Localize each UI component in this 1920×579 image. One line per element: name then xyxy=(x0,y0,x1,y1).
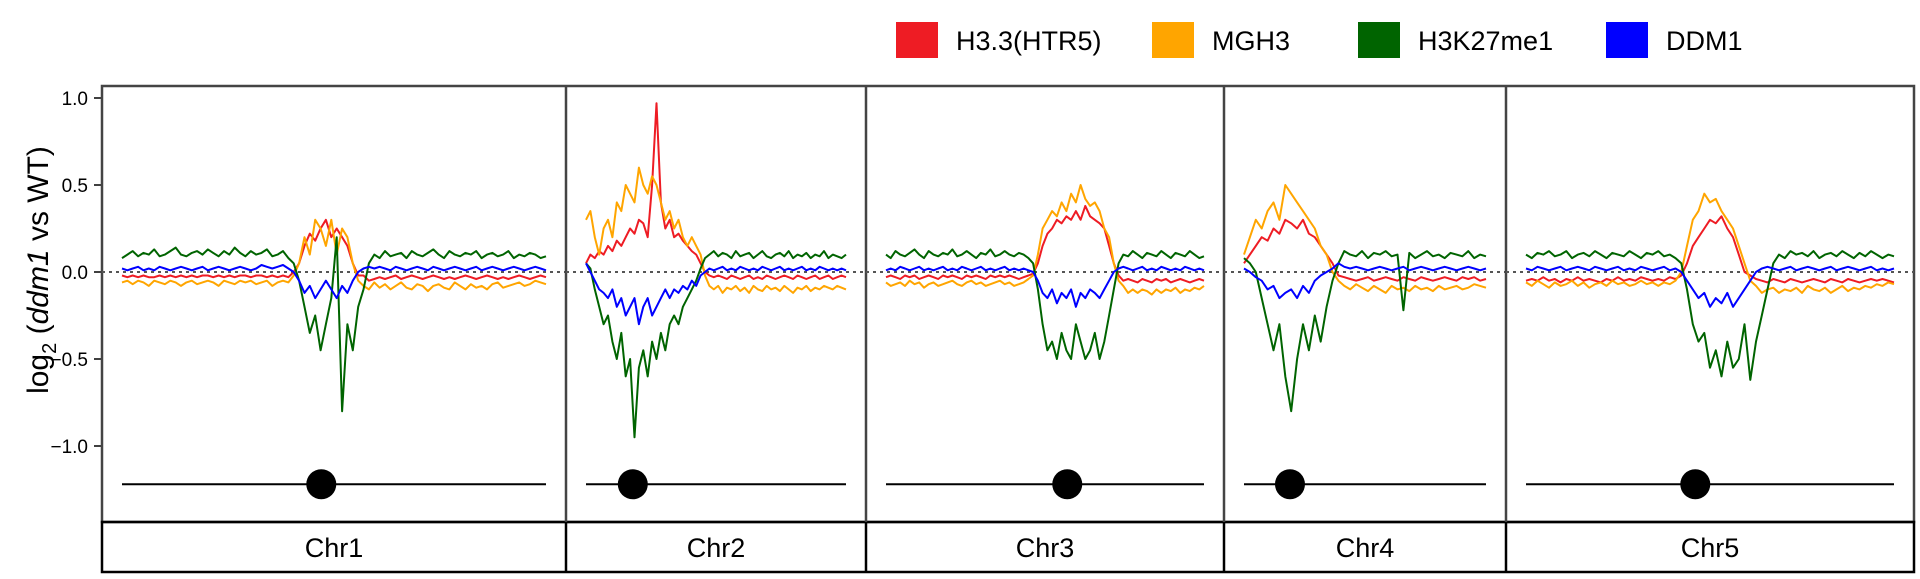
centromere-dot xyxy=(1274,469,1305,500)
series-line-h3k27me1 xyxy=(1525,250,1895,381)
plot-frame xyxy=(100,84,1916,524)
legend-swatch xyxy=(1606,22,1648,58)
series-line-mgh3 xyxy=(885,184,1205,296)
series-line-ddm1 xyxy=(121,264,547,300)
series-line-h3k27me1 xyxy=(585,250,847,439)
y-tick-label: 0.5 xyxy=(62,176,88,197)
series-line-h3k27me1 xyxy=(885,248,1205,360)
panel-chr3: Chr3 xyxy=(864,86,1224,572)
panel-chr5: Chr5 xyxy=(1504,86,1914,572)
legend-label: H3K27me1 xyxy=(1418,26,1553,56)
y-axis: 1.0 0.5 0.0 −0.5 −1.0 xyxy=(50,89,102,458)
y-axis-label: log2 (ddm1 vs WT) xyxy=(22,146,61,394)
series-line-h3-3-htr5- xyxy=(585,102,847,280)
chromosome-panels: Chr1 Chr2 Chr3 Chr4 Chr5 xyxy=(100,84,1916,574)
legend: H3.3(HTR5) MGH3 H3K27me1 DDM1 xyxy=(896,22,1743,58)
panel-label: Chr3 xyxy=(1016,533,1075,563)
y-axis-label-italic: ddm1 xyxy=(22,249,55,324)
legend-swatch xyxy=(896,22,938,58)
series-line-h3-3-htr5- xyxy=(885,204,1205,284)
series-line-ddm1 xyxy=(1243,262,1487,300)
series-line-h3k27me1 xyxy=(1243,250,1487,413)
legend-label: H3.3(HTR5) xyxy=(956,26,1102,56)
series-line-ddm1 xyxy=(585,262,847,326)
centromere-dot xyxy=(617,469,648,500)
y-axis-label-subscript: 2 xyxy=(39,343,61,354)
panel-chr4: Chr4 xyxy=(1222,86,1506,572)
legend-item: MGH3 xyxy=(1152,22,1290,58)
y-tick-label: 1.0 xyxy=(62,89,88,110)
legend-item: DDM1 xyxy=(1606,22,1743,58)
series-line-h3-3-htr5- xyxy=(1525,215,1895,284)
label-strip-frame xyxy=(100,520,1916,574)
panel-label: Chr1 xyxy=(305,533,364,563)
legend-swatch xyxy=(1358,22,1400,58)
panel-label: Chr2 xyxy=(687,533,746,563)
panel-label: Chr4 xyxy=(1336,533,1395,563)
y-axis-label-rest: vs WT) xyxy=(22,146,55,249)
legend-swatch xyxy=(1152,22,1194,58)
series-line-mgh3 xyxy=(121,218,547,293)
series-line-h3-3-htr5- xyxy=(1243,218,1487,282)
series-line-mgh3 xyxy=(1525,192,1895,294)
legend-label: DDM1 xyxy=(1666,26,1743,56)
panel-chr1: Chr1 xyxy=(102,218,566,563)
centromere-dot xyxy=(1680,469,1711,500)
y-axis-label-open: ( xyxy=(22,324,55,342)
centromere-dot xyxy=(1052,469,1083,500)
centromere-dot xyxy=(306,469,337,500)
y-tick-label: −0.5 xyxy=(50,350,88,371)
panel-label: Chr5 xyxy=(1681,533,1740,563)
y-tick-label: −1.0 xyxy=(50,437,88,458)
series-line-h3k27me1 xyxy=(121,236,547,413)
legend-label: MGH3 xyxy=(1212,26,1290,56)
series-line-ddm1 xyxy=(885,265,1205,308)
legend-item: H3.3(HTR5) xyxy=(896,22,1102,58)
y-tick-label: 0.0 xyxy=(62,263,88,284)
y-axis-label-group: log2 (ddm1 vs WT) xyxy=(22,146,61,394)
y-axis-label-prefix: log xyxy=(22,354,55,394)
series-line-mgh3 xyxy=(585,166,847,294)
panel-chr2: Chr2 xyxy=(564,86,866,572)
series-line-ddm1 xyxy=(1525,265,1895,308)
series-line-mgh3 xyxy=(1243,184,1487,294)
legend-item: H3K27me1 xyxy=(1358,22,1553,58)
